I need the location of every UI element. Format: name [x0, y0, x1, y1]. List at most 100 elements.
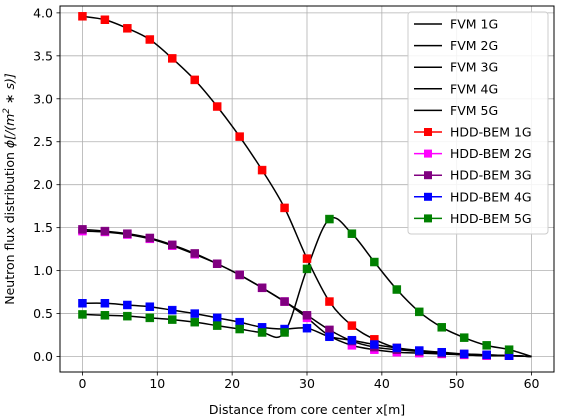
hdd-marker [212, 259, 222, 268]
hdd-series-5g [78, 214, 514, 354]
legend-marker [424, 192, 432, 201]
hdd-marker [78, 299, 87, 308]
hdd-marker [280, 297, 289, 306]
hdd-marker [437, 347, 446, 357]
x-axis-label: Distance from core center x[m] [209, 402, 405, 417]
hdd-marker [168, 240, 177, 250]
hdd-marker [347, 335, 357, 345]
hdd-marker [145, 35, 155, 44]
hdd-marker [459, 349, 469, 359]
legend-entry: FVM 2G [414, 38, 498, 53]
legend-entry: FVM 3G [414, 60, 498, 75]
y-axis-label-tail: ∗ s)] [2, 73, 17, 108]
hdd-marker [459, 333, 469, 342]
legend-entry: HDD-BEM 2G [414, 146, 532, 161]
legend-box [407, 11, 549, 235]
hdd-marker [100, 311, 110, 320]
hdd-marker [280, 203, 289, 213]
hdd-marker [100, 226, 110, 236]
x-tick-label: 20 [224, 376, 240, 391]
y-tick-label: 3.0 [33, 91, 53, 106]
legend-entry: HDD-BEM 1G [414, 125, 532, 140]
hdd-marker [212, 102, 222, 111]
y-tick-label: 3.5 [33, 48, 53, 63]
hdd-marker [100, 299, 110, 308]
hdd-marker [190, 249, 199, 258]
legend-marker [424, 171, 432, 180]
hdd-marker [415, 307, 424, 317]
axis-ticks: 0 10 20 30 40 50 60 0.0 0.5 1.0 1.5 2.0 2.5 3.0 3.5 4.0 [33, 5, 539, 391]
hdd-marker [235, 132, 244, 141]
hdd-marker [370, 340, 379, 349]
legend-marker [424, 149, 432, 158]
hdd-marker [100, 15, 110, 24]
hdd-marker [257, 165, 267, 175]
hdd-series-4g [78, 299, 514, 360]
legend-label: HDD-BEM 5G [450, 211, 532, 226]
hdd-marker [212, 313, 222, 323]
y-tick-label: 1.5 [33, 220, 53, 235]
hdd-marker [145, 233, 155, 243]
hdd-marker [168, 315, 177, 324]
legend-label: FVM 5G [450, 103, 498, 118]
y-tick-label: 2.5 [33, 134, 53, 149]
legend-label: HDD-BEM 3G [450, 168, 532, 183]
hdd-marker [190, 309, 199, 318]
y-axis-label-superscript: 2 [2, 108, 12, 114]
legend-marker [424, 214, 432, 223]
legend-label: FVM 3G [450, 60, 498, 75]
hdd-marker [212, 321, 222, 330]
hdd-marker [482, 341, 491, 350]
hdd-marker [145, 302, 155, 311]
hdd-marker [370, 257, 379, 267]
y-tick-label: 1.0 [33, 263, 53, 278]
plot-series [78, 12, 532, 360]
hdd-marker [78, 12, 87, 21]
x-tick-label: 30 [299, 376, 315, 391]
x-tick-label: 0 [78, 376, 86, 391]
hdd-marker [78, 225, 87, 234]
hdd-marker [168, 305, 177, 315]
x-tick-label: 40 [374, 376, 390, 391]
legend-label: FVM 4G [450, 81, 498, 96]
hdd-marker [302, 264, 312, 274]
hdd-marker [415, 346, 424, 355]
hdd-marker [392, 285, 402, 294]
y-axis-label-math: ϕ[/(m [2, 114, 17, 148]
hdd-marker [347, 229, 357, 238]
hdd-marker [302, 311, 312, 320]
hdd-marker [325, 214, 334, 224]
hdd-marker [392, 343, 402, 353]
hdd-marker [190, 317, 199, 327]
legend-entry: HDD-BEM 5G [414, 211, 532, 226]
legend-entry: FVM 4G [414, 81, 498, 96]
hdd-marker [123, 311, 132, 321]
x-tick-label: 50 [449, 376, 465, 391]
hdd-marker [257, 283, 267, 293]
hdd-marker [504, 345, 514, 354]
hdd-marker [280, 328, 289, 337]
y-axis-label-text: Neutron flux distribution [2, 148, 17, 305]
hdd-marker [437, 323, 446, 332]
hdd-marker [123, 300, 132, 310]
hdd-marker [257, 328, 267, 337]
legend-label: HDD-BEM 1G [450, 125, 532, 140]
legend-entry: FVM 1G [414, 17, 498, 32]
legend-entry: HDD-BEM 3G [414, 168, 532, 183]
hdd-marker [123, 24, 132, 33]
x-tick-label: 10 [149, 376, 165, 391]
y-tick-label: 2.0 [33, 177, 53, 192]
hdd-marker [235, 324, 244, 334]
hdd-marker [168, 54, 177, 63]
hdd-marker [325, 332, 334, 342]
hdd-marker [190, 75, 199, 85]
hdd-marker [235, 270, 244, 280]
legend-label: FVM 1G [450, 17, 498, 32]
legend-label: FVM 2G [450, 38, 498, 53]
y-axis-label: Neutron flux distribution ϕ[/(m2 ∗ s)] [2, 73, 17, 305]
y-tick-label: 0.5 [33, 306, 53, 321]
hdd-marker [145, 313, 155, 323]
legend-marker [424, 128, 432, 136]
hdd-marker [302, 254, 312, 263]
